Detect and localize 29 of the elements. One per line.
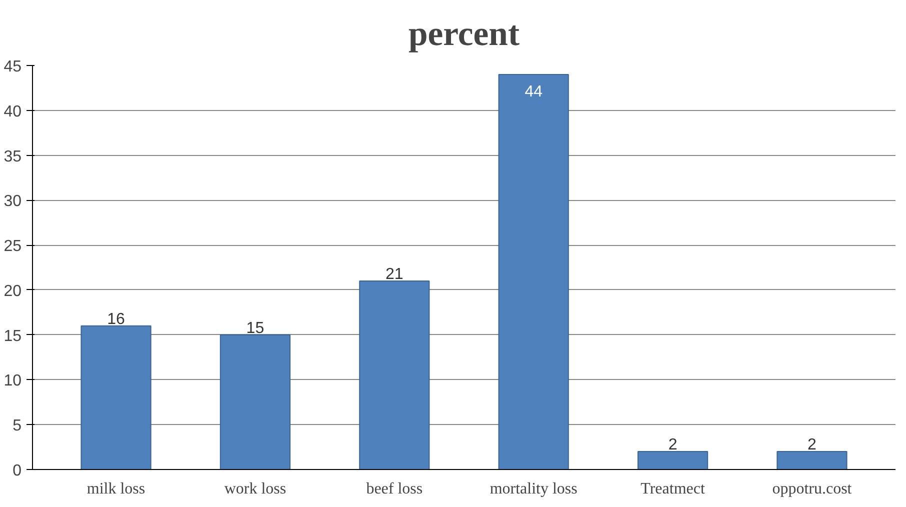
x-tick-label: beef loss [366,480,423,498]
x-tick-label: work loss [224,480,286,498]
y-tick-label: 35 [4,148,22,166]
y-tick-label: 0 [12,462,22,480]
bar [637,451,708,470]
x-tick-label: oppotru.cost [772,480,852,498]
x-tick-label: milk loss [86,480,146,498]
bar [498,74,569,470]
y-tick-label: 45 [4,58,22,76]
y-tick-label: 10 [4,372,22,390]
data-label: 2 [668,436,678,454]
chart-title: percent [408,15,520,53]
data-label: 15 [246,320,264,337]
y-tick-label: 20 [4,282,22,300]
data-label: 2 [808,436,817,454]
data-label: 21 [386,266,404,283]
x-tick-label: mortality loss [490,480,578,498]
data-label: 16 [107,310,126,328]
x-tick-label: Treatmect [640,480,706,498]
y-tick-label: 25 [4,238,22,256]
bar [80,325,152,470]
y-tick-label: 30 [4,193,22,210]
data-label: 44 [524,83,543,100]
bar [776,451,848,470]
y-tick-label: 5 [12,418,22,435]
y-tick-label: 40 [4,103,22,120]
bar [220,334,291,470]
y-tick-label: 15 [4,328,22,345]
bar [359,280,430,470]
